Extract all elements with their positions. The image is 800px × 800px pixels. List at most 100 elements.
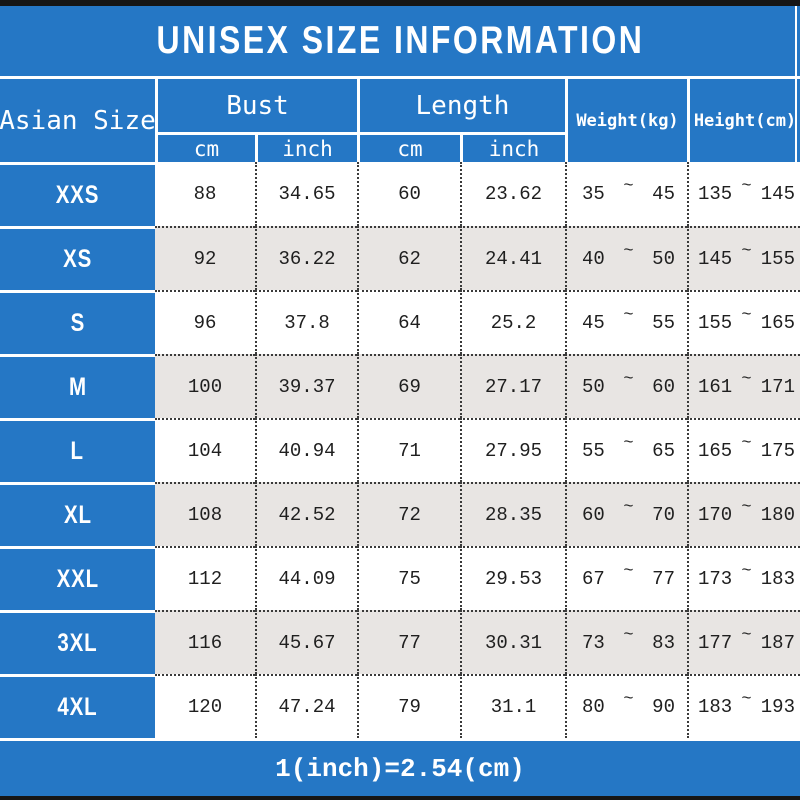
length-inch-cell: 23.62 [460,162,565,226]
tilde-separator: ~ [741,369,752,389]
footer-bar: 1(inch)=2.54(cm) [0,738,800,796]
size-label: 4XL [57,693,98,721]
size-cell: XS [0,226,155,290]
tilde-separator: ~ [741,497,752,517]
range-min: 40 [582,248,605,270]
range-min: 35 [582,183,605,205]
range-max: 175 [760,440,795,462]
tilde-separator: ~ [623,241,634,261]
bust-inch-cell: 47.24 [255,674,357,738]
table-row-xl: XL 108 42.52 72 28.35 60 ~70 170 ~180 [0,482,800,546]
header-cell-bust-cm: cm [155,132,255,162]
range-max: 55 [652,312,675,334]
tilde-separator: ~ [623,689,634,709]
top-black-bar [0,0,800,6]
header-cell-weight: Weight(kg) [565,79,687,162]
size-cell: M [0,354,155,418]
header-cell-asian-size: Asian Size [0,79,155,162]
range-max: 90 [652,696,675,718]
range-min: 161 [698,376,733,398]
height-range-cell: 170 ~180 [687,482,800,546]
table-row-xxs: XXS 88 34.65 60 23.62 35 ~45 135 ~145 [0,162,800,226]
tilde-separator: ~ [741,241,752,261]
tilde-separator: ~ [741,561,752,581]
weight-range-cell: 80 ~90 [565,674,687,738]
range-max: 165 [760,312,795,334]
table-row-s: S 96 37.8 64 25.2 45 ~55 155 ~165 [0,290,800,354]
bust-inch-cell: 40.94 [255,418,357,482]
size-cell: L [0,418,155,482]
header-cell-height: Height(cm) [687,79,800,162]
length-inch-cell: 31.1 [460,674,565,738]
range-max: 171 [760,376,795,398]
range-max: 187 [760,632,795,654]
range-min: 50 [582,376,605,398]
length-cm-cell: 62 [357,226,460,290]
range-min: 80 [582,696,605,718]
size-cell: S [0,290,155,354]
size-label: L [70,437,85,465]
title-bar: UNISEX SIZE INFORMATION [0,6,800,79]
size-cell: 4XL [0,674,155,738]
weight-range-cell: 45 ~55 [565,290,687,354]
bottom-black-bar [0,796,800,800]
tilde-separator: ~ [623,497,634,517]
range-max: 77 [652,568,675,590]
table-row-xxl: XXL 112 44.09 75 29.53 67 ~77 173 ~183 [0,546,800,610]
header-cell-length-cm: cm [357,132,460,162]
tilde-separator: ~ [623,176,634,196]
range-min: 73 [582,632,605,654]
weight-range-cell: 67 ~77 [565,546,687,610]
bust-cm-cell: 116 [155,610,255,674]
range-min: 135 [698,183,733,205]
header-cell-length: Length [357,79,565,132]
range-min: 155 [698,312,733,334]
bust-inch-cell: 34.65 [255,162,357,226]
range-min: 170 [698,504,733,526]
range-max: 193 [760,696,795,718]
tilde-separator: ~ [623,433,634,453]
size-label: XS [62,245,92,273]
height-range-cell: 155 ~165 [687,290,800,354]
size-label: XXS [55,181,100,209]
height-range-cell: 161 ~171 [687,354,800,418]
weight-range-cell: 50 ~60 [565,354,687,418]
table-row-4xl: 4XL 120 47.24 79 31.1 80 ~90 183 ~193 [0,674,800,738]
weight-range-cell: 55 ~65 [565,418,687,482]
length-cm-cell: 77 [357,610,460,674]
tilde-separator: ~ [623,561,634,581]
bust-inch-cell: 37.8 [255,290,357,354]
bust-cm-cell: 108 [155,482,255,546]
header-cell-bust: Bust [155,79,357,132]
range-min: 183 [698,696,733,718]
length-cm-cell: 60 [357,162,460,226]
length-inch-cell: 27.95 [460,418,565,482]
length-cm-cell: 72 [357,482,460,546]
height-range-cell: 173 ~183 [687,546,800,610]
tilde-separator: ~ [741,433,752,453]
range-max: 65 [652,440,675,462]
size-table-body: XXS 88 34.65 60 23.62 35 ~45 135 ~145 XS 9… [0,162,800,738]
range-max: 45 [652,183,675,205]
bust-cm-cell: 92 [155,226,255,290]
length-inch-cell: 29.53 [460,546,565,610]
bust-cm-cell: 104 [155,418,255,482]
range-min: 173 [698,568,733,590]
range-max: 180 [760,504,795,526]
size-label: XL [63,501,92,529]
range-min: 45 [582,312,605,334]
range-max: 145 [760,183,795,205]
length-inch-cell: 27.17 [460,354,565,418]
tilde-separator: ~ [623,369,634,389]
range-max: 60 [652,376,675,398]
range-min: 55 [582,440,605,462]
range-max: 50 [652,248,675,270]
size-cell: XXS [0,162,155,226]
range-min: 145 [698,248,733,270]
bust-inch-cell: 36.22 [255,226,357,290]
conversion-note: 1(inch)=2.54(cm) [275,753,525,784]
range-max: 155 [760,248,795,270]
tilde-separator: ~ [741,625,752,645]
length-cm-cell: 71 [357,418,460,482]
